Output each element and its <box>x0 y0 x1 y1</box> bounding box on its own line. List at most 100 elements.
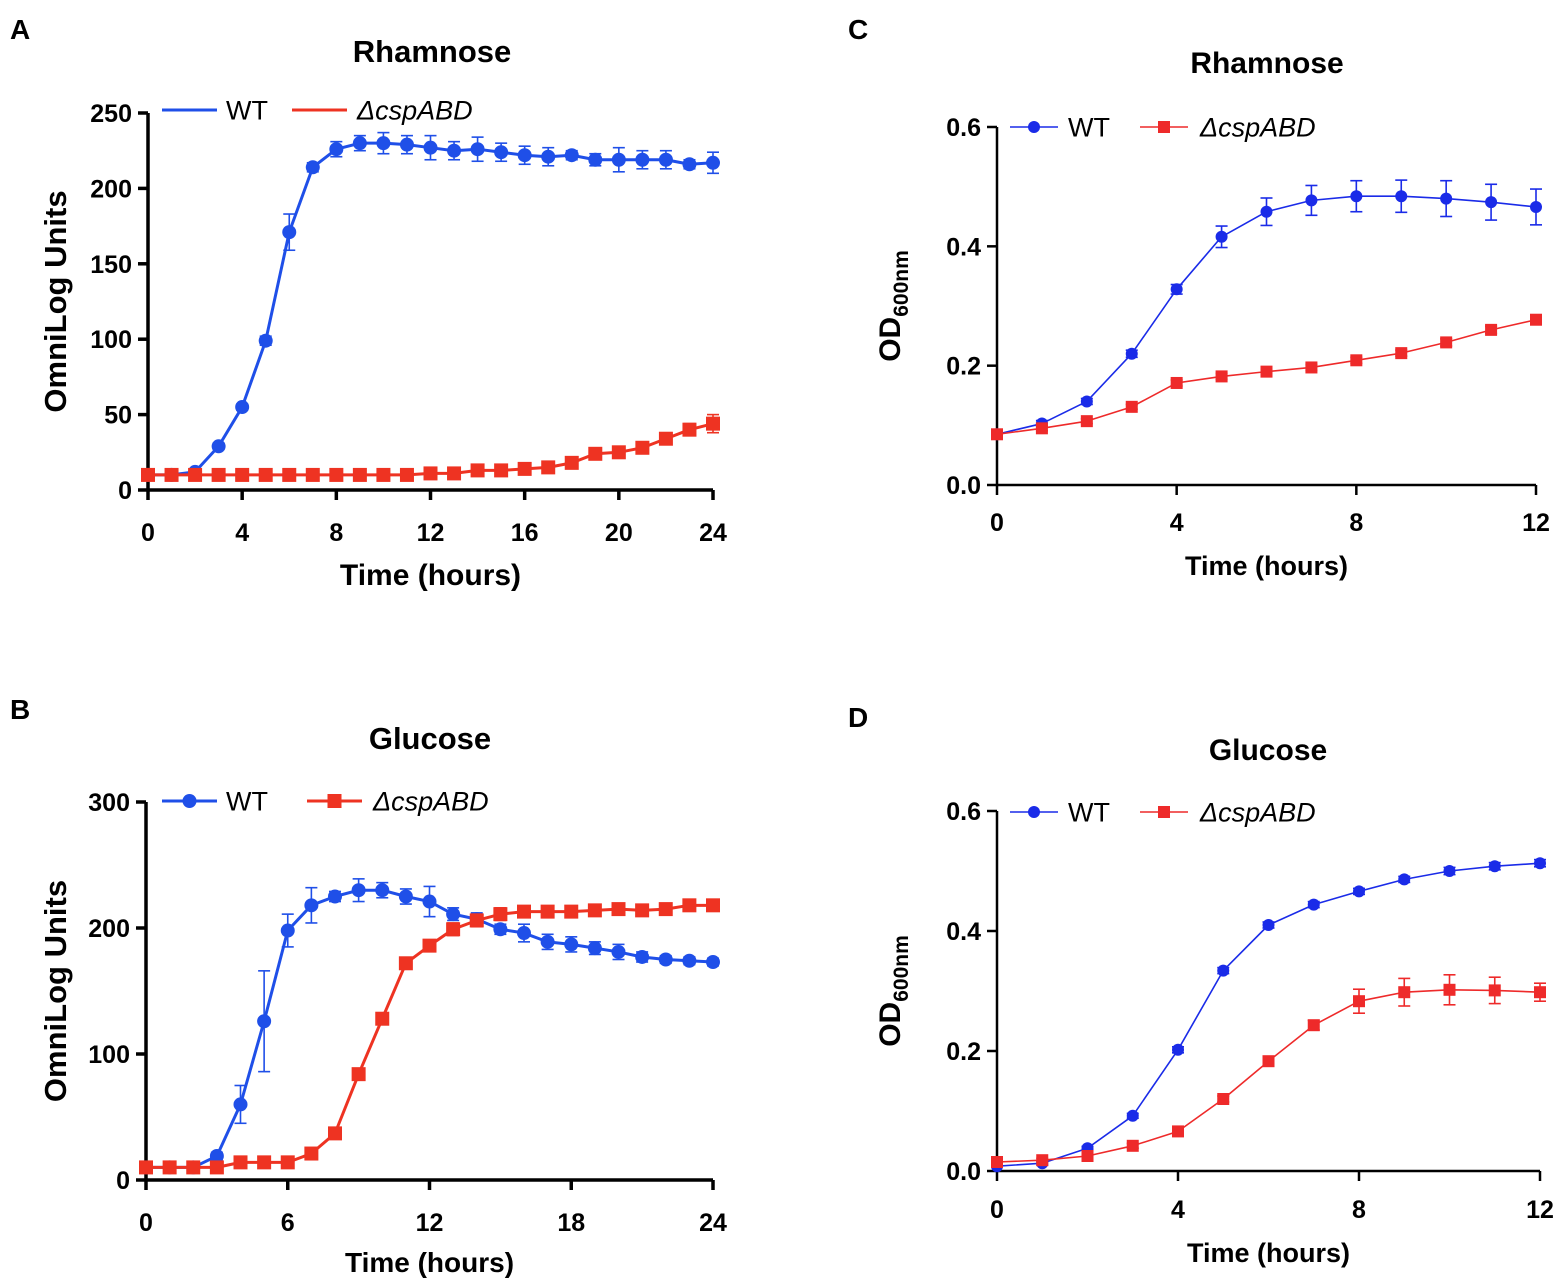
data-point <box>209 1160 224 1175</box>
legend-cspabd-label: ΔcspABD <box>372 787 489 817</box>
legend-wt-label: WT <box>226 96 268 126</box>
data-point <box>469 913 484 928</box>
data-point <box>1305 361 1318 374</box>
data-point <box>376 467 391 482</box>
series-line <box>146 888 714 1169</box>
y-tick-label: 0.6 <box>946 798 981 826</box>
data-point <box>494 145 509 160</box>
legend-wt-label: WT <box>1068 798 1110 828</box>
data-point <box>1488 984 1501 997</box>
legend-cspabd-label: ΔcspABD <box>356 96 473 126</box>
data-point <box>1170 376 1183 389</box>
x-tick-label: 16 <box>511 519 539 547</box>
x-axis-label: Time (hours) <box>340 559 521 592</box>
data-point <box>186 1160 201 1175</box>
data-point <box>611 445 626 460</box>
data-point <box>1353 885 1365 898</box>
x-tick-label: 8 <box>1349 509 1363 537</box>
data-point <box>1440 192 1453 205</box>
data-point <box>399 467 414 482</box>
legend-wt-marker <box>182 794 197 808</box>
data-point <box>1534 857 1546 870</box>
x-tick-label: 4 <box>235 519 249 547</box>
data-point <box>422 894 437 909</box>
data-point <box>1170 283 1183 296</box>
data-point <box>991 1156 1003 1168</box>
y-tick-label: 250 <box>90 100 132 128</box>
data-point <box>682 422 697 437</box>
panel-letter-a: A <box>10 14 31 45</box>
data-point <box>257 1155 272 1170</box>
series-wt <box>141 131 720 482</box>
data-point <box>162 1160 177 1175</box>
x-tick-label: 8 <box>1352 1196 1366 1224</box>
data-point <box>1081 1150 1094 1162</box>
data-point <box>233 1097 248 1112</box>
data-point <box>493 922 508 937</box>
data-point <box>235 400 250 415</box>
data-point <box>1530 200 1542 213</box>
y-axis-label-subscript: 600nm <box>890 250 913 317</box>
legend-cspabd-marker <box>1158 121 1170 133</box>
x-tick-label: 24 <box>699 1209 727 1237</box>
data-point <box>587 941 602 956</box>
legend: WT ΔcspABD <box>162 787 489 817</box>
series-cspabd <box>991 313 1542 441</box>
x-tick-label: 0 <box>990 1196 1004 1224</box>
y-axis-label-main: OmniLog Units <box>38 880 73 1102</box>
data-point <box>1534 986 1546 999</box>
data-point <box>1262 1055 1275 1068</box>
data-point <box>1262 919 1275 931</box>
data-point <box>257 1014 272 1029</box>
y-tick-label: 300 <box>88 789 130 817</box>
y-axis-label-subscript: 600nm <box>890 935 913 1002</box>
series-line <box>996 195 1537 436</box>
chart-title: Glucose <box>1209 734 1327 767</box>
y-axis-label-main: OD <box>874 317 907 362</box>
data-point <box>635 903 650 918</box>
data-point <box>304 898 319 913</box>
data-point <box>611 944 626 959</box>
data-point <box>282 467 297 482</box>
data-point <box>706 955 720 970</box>
data-point <box>470 463 485 478</box>
x-tick-label: 4 <box>1170 509 1184 537</box>
data-point <box>1395 347 1408 360</box>
data-point <box>494 463 509 478</box>
y-tick-label: 200 <box>88 915 130 943</box>
data-point <box>446 907 461 922</box>
data-point <box>1126 1139 1139 1152</box>
data-point <box>517 904 531 919</box>
series-wt <box>991 179 1542 441</box>
chart-title: Rhamnose <box>353 34 511 69</box>
data-point <box>1307 898 1320 911</box>
data-point <box>706 416 720 431</box>
x-tick-label: 12 <box>417 519 445 547</box>
chart-panel-d: Glucose 0.0 0.2 0.4 0.6 0 4 8 12 Time (hours) OD60… <box>874 734 1554 1268</box>
y-tick-label: 0.4 <box>946 233 981 261</box>
data-point <box>1488 860 1501 873</box>
data-point <box>1530 313 1542 326</box>
data-point <box>351 1067 366 1082</box>
chart-title: Glucose <box>369 721 491 756</box>
data-point <box>446 922 461 937</box>
legend-wt-marker <box>1028 121 1040 133</box>
data-point <box>258 333 273 348</box>
y-axis-label-main: OD <box>874 1002 907 1047</box>
chart-panel-b: Glucose 0 100 200 300 0 6 12 18 24 Time (hours) Omn… <box>38 721 727 1278</box>
data-point <box>706 155 720 170</box>
x-axis-label: Time (hours) <box>1185 551 1348 581</box>
y-tick-label: 0.4 <box>946 918 981 946</box>
data-point <box>1080 415 1093 428</box>
data-point <box>541 149 556 164</box>
data-point <box>611 152 626 167</box>
data-point <box>209 1149 224 1164</box>
data-point <box>658 902 673 917</box>
chart-panel-c: Rhamnose 0.0 0.2 0.4 0.6 0 4 8 12 Time (hours) OD6… <box>874 47 1550 581</box>
data-point <box>305 467 320 482</box>
data-point <box>139 1160 153 1175</box>
series-line <box>148 141 714 477</box>
data-point <box>1217 1093 1230 1105</box>
data-point <box>1395 190 1408 203</box>
